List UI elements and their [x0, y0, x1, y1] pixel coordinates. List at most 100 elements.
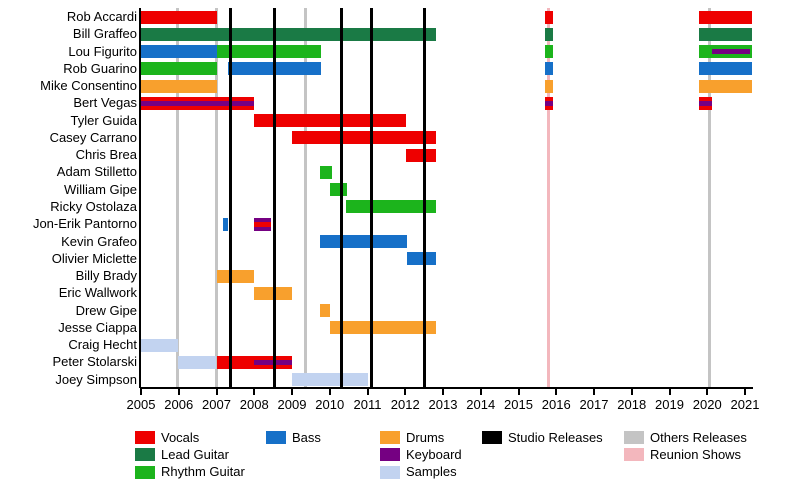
member-name-label: Tyler Guida: [70, 112, 137, 128]
member-bar: [698, 79, 752, 93]
member-name-label: Bill Graffeo: [72, 26, 137, 42]
member-bar-stripe: [544, 100, 554, 106]
legend-swatch-drums: [380, 431, 400, 444]
member-bar: [319, 304, 331, 318]
member-bar: [698, 62, 752, 76]
studio-release-line: [370, 8, 374, 388]
member-bar: [345, 200, 436, 214]
year-tick-label: 2014: [466, 397, 496, 412]
studio-release-line: [273, 8, 277, 388]
member-bar: [544, 27, 554, 41]
year-tick-label: 2018: [617, 397, 647, 412]
year-tick-label: 2015: [504, 397, 533, 412]
year-tick-label: 2013: [428, 397, 458, 412]
member-bar: [141, 62, 217, 76]
member-bar: [544, 79, 554, 93]
member-bar: [329, 183, 347, 197]
year-tick: [253, 389, 256, 395]
member-name-label: Eric Wallwork: [58, 285, 137, 301]
member-name-label: Adam Stilletto: [56, 164, 137, 180]
year-tick: [593, 389, 595, 395]
member-bar: [222, 217, 229, 231]
legend-swatch-reunion-show: [624, 448, 644, 462]
year-tick-label: 2005: [126, 397, 156, 412]
year-tick-label: 2012: [390, 397, 420, 412]
legend-swatch-lead-guitar: [135, 448, 155, 462]
year-tick: [630, 389, 633, 395]
legend-label-reunion-show: Reunion Shows: [650, 446, 742, 462]
year-tick: [291, 389, 293, 395]
member-name-label: Peter Stolarski: [52, 354, 137, 370]
member-bar-stripe: [711, 49, 750, 55]
year-tick: [479, 389, 482, 395]
member-name-label: Ricky Ostolaza: [50, 198, 137, 214]
member-name-label: Rob Accardi: [66, 9, 137, 24]
y-axis-line: [139, 8, 141, 388]
member-name-label: Billy Brady: [75, 268, 137, 284]
studio-release-line: [423, 8, 427, 388]
legend-swatch-bass: [266, 431, 286, 444]
member-bar-stripe: [254, 221, 271, 227]
year-tick-label: 2017: [579, 397, 609, 412]
member-bar: [406, 252, 436, 266]
year-tick: [517, 389, 520, 395]
legend-label-keyboard: Keyboard: [406, 446, 462, 462]
member-name-label: Mike Consentino: [40, 78, 137, 94]
year-tick: [706, 389, 709, 395]
others-release-line: [176, 8, 180, 388]
member-name-label: Casey Carrano: [49, 129, 137, 145]
legend-swatch-others-release: [624, 431, 644, 444]
member-bar: [141, 79, 217, 93]
legend-swatch-rhythm-guitar: [135, 465, 155, 479]
member-bar: [292, 131, 436, 145]
others-release-line: [707, 8, 711, 388]
legend-label-studio-release: Studio Releases: [508, 429, 603, 445]
member-name-label: Lou Figurito: [68, 43, 137, 59]
year-tick: [177, 389, 180, 395]
member-bar: [292, 373, 368, 387]
member-name-label: Olivier Miclette: [51, 250, 137, 266]
member-name-label: Chris Brea: [75, 147, 137, 163]
member-bar: [216, 45, 322, 59]
member-name-label: Bert Vegas: [73, 95, 137, 111]
member-bar: [544, 10, 554, 24]
legend-swatch-studio-release: [482, 431, 502, 444]
year-tick-label: 2009: [277, 397, 307, 412]
member-name-label: Joey Simpson: [55, 371, 137, 387]
year-tick: [366, 389, 369, 395]
member-name-label: Rob Guarino: [63, 60, 137, 76]
year-tick-label: 2007: [202, 397, 231, 412]
year-tick-label: 2010: [315, 397, 345, 412]
year-tick: [328, 389, 331, 395]
year-tick-label: 2006: [164, 397, 194, 412]
member-bar: [254, 114, 406, 128]
year-tick: [668, 389, 671, 395]
member-bar: [141, 45, 217, 59]
others-release-line: [215, 8, 219, 388]
member-bar: [141, 27, 436, 41]
member-name-label: Jon-Erik Pantorno: [32, 216, 137, 232]
year-tick-label: 2011: [353, 397, 382, 412]
member-bar: [177, 355, 217, 369]
legend-label-bass: Bass: [292, 429, 321, 445]
year-tick-label: 2020: [692, 397, 722, 412]
member-bar: [329, 321, 436, 335]
member-name-label: Jesse Ciappa: [58, 319, 137, 335]
member-name-label: William Gipe: [64, 181, 137, 197]
member-name-label: Craig Hecht: [68, 337, 137, 353]
member-bar-stripe: [698, 100, 712, 106]
year-tick: [404, 389, 407, 395]
year-tick: [744, 389, 746, 395]
member-name-label: Kevin Grafeo: [61, 233, 137, 249]
year-tick: [140, 389, 142, 395]
reunion-show-line: [547, 8, 551, 388]
year-tick: [555, 389, 558, 395]
x-axis-line: [140, 387, 753, 389]
member-bar: [141, 338, 178, 352]
member-bar-stripe: [141, 100, 255, 106]
member-bar: [698, 10, 752, 24]
legend-label-samples: Samples: [406, 464, 457, 480]
legend-label-others-release: Others Releases: [650, 429, 747, 445]
year-tick: [215, 389, 218, 395]
